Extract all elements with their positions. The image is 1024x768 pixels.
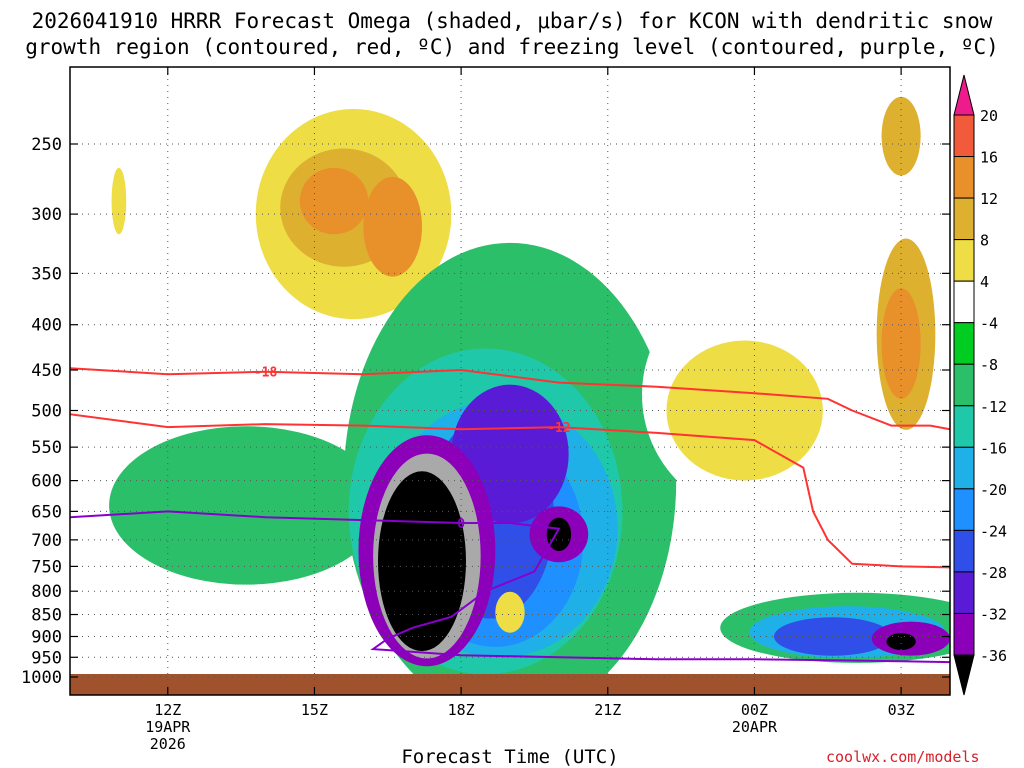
y-tick-label: 900 [31, 627, 62, 647]
colorbar-bin [953, 156, 975, 199]
colorbar-label: 16 [980, 149, 998, 167]
plot-frame [69, 66, 951, 696]
y-tick-label: 700 [31, 531, 62, 551]
colorbar-label: 4 [980, 273, 989, 291]
credit-link[interactable]: coolwx.com/models [826, 748, 980, 766]
x-axis-title: Forecast Time (UTC) [401, 746, 619, 768]
colorbar: 20 16 12 8 4 -4 -8 -12 -16 -20 -24 -28 -32 -36 [953, 74, 1007, 696]
colorbar-bin [953, 488, 975, 531]
dgz-contour-label: -12 [547, 421, 570, 436]
omega-shading [70, 67, 950, 695]
colorbar-label: -32 [980, 605, 1007, 623]
colorbar-bin [953, 280, 975, 324]
chart-title: 2026041910 HRRR Forecast Omega (shaded, … [0, 8, 1024, 60]
title-line-2: growth region (contoured, red, ºC) and f… [25, 35, 999, 59]
x-tick-label: 15Z [301, 701, 328, 719]
x-tick-date: 20APR [732, 718, 778, 736]
y-tick-label: 800 [31, 582, 62, 602]
colorbar-bin [953, 114, 975, 158]
colorbar-bottom-arrow [953, 654, 975, 696]
dgz-contour [70, 413, 950, 569]
colorbar-bin [953, 446, 975, 490]
colorbar-bin [953, 197, 975, 241]
x-tick-label: 21Z [594, 701, 621, 719]
colorbar-label: -36 [980, 647, 1007, 665]
colorbar-label: 8 [980, 232, 989, 250]
omega-region [109, 426, 383, 585]
y-tick-label: 450 [31, 361, 62, 381]
x-tick-label: 18Z [448, 701, 475, 719]
x-tick-year: 2026 [150, 735, 186, 753]
dgz-contour [70, 367, 950, 431]
omega-region [666, 340, 823, 481]
colorbar-bin [953, 322, 975, 365]
colorbar-label: 20 [980, 107, 998, 125]
omega-region [378, 471, 466, 652]
colorbar-top-arrow [953, 74, 975, 116]
omega-region [89, 133, 149, 392]
dgz-contour-label: -18 [254, 366, 278, 381]
colorbar-label: 12 [980, 190, 998, 208]
freezing-contour [70, 510, 950, 664]
y-tick-label: 600 [31, 472, 62, 492]
colorbar-bin [953, 239, 975, 282]
omega-region [881, 96, 921, 176]
y-tick-label: 250 [31, 135, 62, 155]
x-tick-date: 19APR [145, 718, 191, 736]
colorbar-bin [953, 363, 975, 407]
omega-region [495, 591, 525, 633]
title-line-1: 2026041910 HRRR Forecast Omega (shaded, … [31, 9, 993, 33]
omega-region [363, 176, 422, 277]
omega-region [111, 167, 127, 235]
omega-region [546, 517, 572, 552]
colorbar-label: -4 [980, 315, 998, 333]
freezing-contour-label: 0 [457, 517, 465, 532]
omega-region [886, 633, 916, 651]
y-tick-label: 300 [31, 205, 62, 225]
colorbar-label: -20 [980, 481, 1007, 499]
colorbar-label: -8 [980, 356, 998, 374]
y-tick-label: 1000 [21, 668, 62, 688]
ground-strip [70, 674, 950, 695]
y-tick-label: 950 [31, 648, 62, 668]
x-tick-label: 03Z [888, 701, 915, 719]
y-tick-label: 550 [31, 438, 62, 458]
colorbar-bin [953, 529, 975, 573]
colorbar-label: -12 [980, 398, 1007, 416]
colorbar-bin [953, 405, 975, 448]
colorbar-label: -24 [980, 522, 1007, 540]
omega-region [299, 167, 369, 235]
y-tick-label: 650 [31, 502, 62, 522]
axes: 2503003504004505005506006507007508008509… [21, 66, 951, 753]
contour-lines: -18 -12 0 [70, 366, 950, 664]
y-tick-label: 350 [31, 264, 62, 284]
x-tick-label: 12Z [154, 701, 181, 719]
colorbar-bin [953, 612, 975, 656]
x-tick-label: 00Z [741, 701, 768, 719]
colorbar-label: -28 [980, 564, 1007, 582]
colorbar-bin [953, 571, 975, 614]
y-tick-label: 400 [31, 316, 62, 336]
colorbar-label: -16 [980, 439, 1007, 457]
y-tick-label: 850 [31, 606, 62, 626]
y-tick-label: 500 [31, 402, 62, 422]
y-tick-label: 750 [31, 557, 62, 577]
